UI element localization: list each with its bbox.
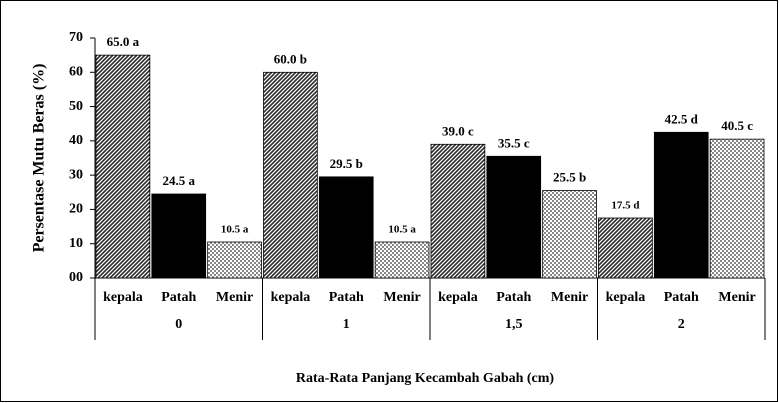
- y-axis-title: Persentase Mutu Beras (%): [31, 64, 48, 253]
- value-label: 65.0 a: [107, 34, 140, 49]
- group-label: 2: [678, 317, 685, 332]
- group-label: 1: [343, 317, 350, 332]
- bar: [263, 71, 318, 279]
- value-label: 10.5 a: [221, 224, 249, 236]
- y-tick-label: 00: [69, 270, 83, 285]
- bar: [374, 241, 430, 279]
- bar: [709, 138, 765, 279]
- group-label: 0: [175, 317, 182, 332]
- sub-category-label: Menir: [551, 290, 588, 305]
- sub-category-label: Menir: [718, 290, 755, 305]
- value-label: 25.5 b: [553, 170, 586, 185]
- group-label: 1,5: [505, 317, 523, 332]
- sub-category-label: Patah: [329, 290, 364, 305]
- value-label: 35.5 c: [498, 135, 530, 150]
- sub-category-label: Patah: [161, 290, 196, 305]
- bar: [318, 176, 374, 279]
- sub-category-label: kepala: [606, 290, 646, 305]
- y-tick-label: 10: [69, 236, 83, 251]
- y-tick-label: 40: [69, 133, 83, 148]
- bar: [486, 155, 542, 279]
- y-tick-label: 50: [69, 99, 83, 114]
- x-axis-title: Rata-Rata Panjang Kecambah Gabah (cm): [296, 371, 555, 386]
- value-label: 39.0 c: [442, 123, 474, 138]
- sub-category-label: Menir: [383, 290, 420, 305]
- value-label: 42.5 d: [665, 111, 699, 126]
- bar: [207, 241, 262, 279]
- sub-category-label: kepala: [103, 290, 143, 305]
- y-tick-label: 30: [69, 167, 83, 182]
- value-label: 29.5 b: [330, 156, 363, 171]
- sub-category-label: Patah: [664, 290, 699, 305]
- value-label: 40.5 c: [721, 118, 753, 133]
- value-label: 10.5 a: [388, 224, 416, 236]
- value-label: 60.0 b: [274, 51, 307, 66]
- value-label: 17.5 d: [611, 200, 639, 212]
- bar: [95, 54, 151, 279]
- y-tick-label: 60: [69, 65, 83, 80]
- sub-category-label: Menir: [216, 290, 253, 305]
- value-label: 24.5 a: [163, 173, 196, 188]
- bar: [430, 143, 486, 279]
- bar: [542, 190, 597, 279]
- sub-category-label: Patah: [496, 290, 531, 305]
- y-tick-label: 70: [69, 30, 83, 45]
- y-tick-label: 20: [69, 202, 83, 217]
- bar: [151, 193, 207, 279]
- sub-category-label: kepala: [271, 290, 311, 305]
- bar: [653, 131, 709, 279]
- sub-category-label: kepala: [438, 290, 478, 305]
- bar: [598, 217, 653, 279]
